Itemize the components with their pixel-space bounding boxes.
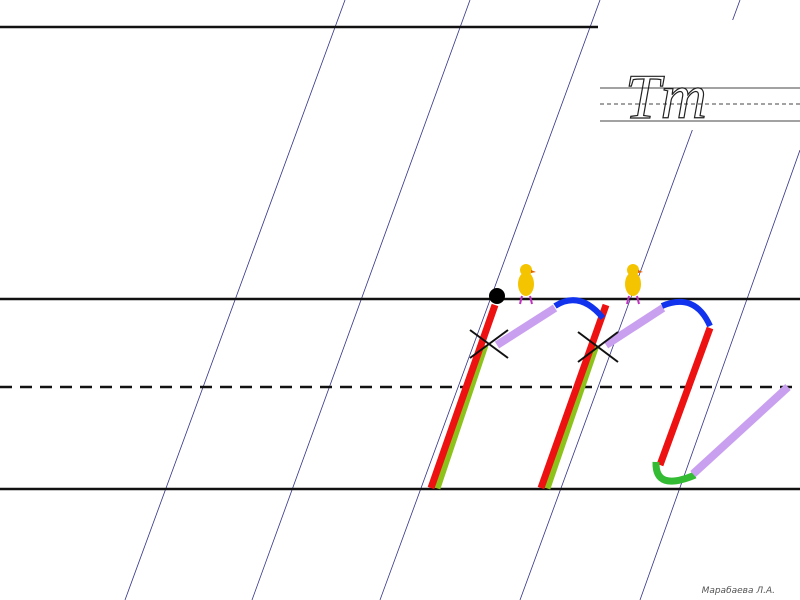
author: Марабаева Л.А. (702, 586, 775, 596)
sample-box: Тт (598, 20, 800, 133)
letter-strokes (427, 288, 791, 490)
sample-letters: Тт (625, 61, 707, 132)
birds (518, 264, 643, 305)
